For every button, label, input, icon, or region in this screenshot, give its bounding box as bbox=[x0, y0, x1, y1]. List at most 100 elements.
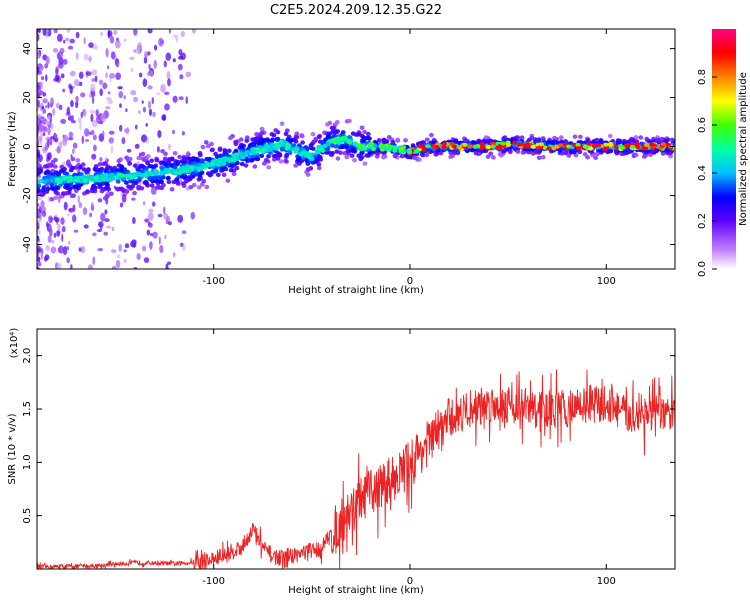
snr-x-tick-label: -100 bbox=[202, 576, 225, 587]
spectrogram-frame bbox=[36, 28, 676, 270]
spectrogram-cell bbox=[124, 180, 129, 185]
spectrogram-cell bbox=[325, 122, 330, 127]
spectrogram-cell bbox=[172, 164, 178, 170]
spectrogram-cell bbox=[183, 159, 189, 165]
spectrogram-cell bbox=[127, 156, 133, 162]
spectrogram-cell bbox=[569, 149, 575, 154]
spectrogram-cell bbox=[473, 150, 479, 156]
spectrogram-noise-cell bbox=[164, 234, 167, 239]
spectrogram-ridge-cell bbox=[245, 150, 251, 155]
spectrogram-cell bbox=[450, 153, 455, 159]
spectrogram-ridge-cell bbox=[613, 144, 619, 149]
spectrogram-noise-cell bbox=[72, 204, 76, 212]
spectrogram-cell bbox=[174, 177, 180, 182]
spectrogram-cell bbox=[140, 169, 145, 174]
spectrogram-cell bbox=[463, 137, 468, 143]
spectrogram-cell bbox=[310, 160, 316, 165]
spectrogram-noise-cell bbox=[62, 58, 68, 65]
spectrogram-ridge-cell bbox=[485, 145, 491, 150]
spectrogram-noise-cell bbox=[67, 240, 71, 245]
spectrogram-noise-cell bbox=[92, 232, 97, 237]
spectrogram-noise-cell bbox=[41, 106, 45, 110]
spectrogram-cell bbox=[132, 163, 138, 168]
spectrogram-cell bbox=[244, 135, 250, 140]
spectrogram-noise-cell bbox=[45, 56, 50, 65]
spectrogram-ridge-cell bbox=[67, 178, 73, 183]
spectrogram-ridge-cell bbox=[623, 143, 630, 148]
spectrogram-noise-cell bbox=[172, 58, 176, 63]
spectrogram-noise-cell bbox=[84, 139, 90, 142]
spectrogram-cell bbox=[300, 140, 305, 145]
snr-frame bbox=[36, 328, 676, 570]
colorbar-tick-label: 0.2 bbox=[697, 213, 708, 229]
spectrogram-noise-cell bbox=[178, 96, 184, 101]
spectrogram-noise-cell bbox=[108, 137, 115, 144]
spectrogram-noise-cell bbox=[100, 113, 107, 122]
spectrogram-noise-cell bbox=[84, 128, 90, 137]
spectrogram-cell bbox=[515, 149, 521, 154]
spectrogram-noise-cell bbox=[42, 98, 48, 104]
spectrogram-cell bbox=[663, 139, 669, 144]
spectrogram-noise-cell bbox=[190, 211, 196, 220]
spectrogram-noise-cell bbox=[157, 130, 162, 138]
spectrogram-noise-cell bbox=[50, 246, 57, 254]
spectrogram-cell bbox=[119, 165, 125, 170]
spectrogram-cell bbox=[112, 165, 118, 171]
spectrogram-noise-cell bbox=[117, 254, 121, 259]
spectrogram-noise-cell bbox=[109, 36, 115, 44]
spectrogram-noise-cell bbox=[120, 193, 123, 197]
spectrogram-cell bbox=[80, 162, 86, 167]
spectrogram-cell bbox=[104, 167, 109, 172]
spectrogram-cell bbox=[67, 186, 73, 191]
spectrogram-noise-cell bbox=[85, 71, 92, 76]
spectrogram-x-tick-label: 100 bbox=[597, 276, 616, 287]
spectrogram-noise-cell bbox=[163, 206, 166, 215]
spectrogram-noise-cell bbox=[106, 96, 112, 101]
spectrogram-ridge-cell bbox=[143, 173, 149, 178]
spectrogram-noise-cell bbox=[177, 214, 184, 223]
spectrogram-cell bbox=[42, 179, 48, 184]
spectrogram-noise-cell bbox=[75, 31, 80, 39]
spectrogram-cell bbox=[243, 163, 249, 168]
spectrogram-noise-cell bbox=[37, 124, 40, 131]
spectrogram-noise-cell bbox=[70, 264, 73, 269]
spectrogram-noise-cell bbox=[79, 122, 82, 131]
spectrogram-noise-cell bbox=[66, 106, 71, 116]
spectrogram-noise-cell bbox=[57, 33, 63, 42]
spectrogram-noise-cell bbox=[83, 224, 89, 229]
spectrogram-noise-cell bbox=[161, 114, 167, 121]
spectrogram-cell bbox=[278, 159, 284, 164]
spectrogram-cell bbox=[49, 185, 55, 191]
spectrogram-ridge-cell bbox=[425, 144, 431, 149]
spectrogram-cell bbox=[239, 161, 245, 167]
spectrogram-cell bbox=[132, 190, 137, 196]
spectrogram-cell bbox=[367, 150, 373, 156]
spectrogram-noise-cell bbox=[175, 37, 178, 43]
spectrogram-cell bbox=[310, 132, 316, 137]
spectrogram-noise-cell bbox=[123, 258, 127, 264]
spectrogram-noise-cell bbox=[138, 72, 143, 78]
spectrogram-noise-cell bbox=[91, 69, 98, 76]
spectrogram-noise-cell bbox=[119, 124, 123, 132]
spectrogram-cell bbox=[577, 149, 583, 155]
spectrogram-ridge-cell bbox=[462, 142, 468, 147]
spectrogram-cell bbox=[124, 155, 129, 160]
spectrogram-noise-cell bbox=[123, 38, 127, 42]
spectrogram-cell bbox=[149, 158, 155, 163]
spectrogram-cell bbox=[161, 183, 166, 188]
spectrogram-cell bbox=[40, 187, 46, 193]
spectrogram-cell bbox=[585, 138, 591, 143]
spectrogram-noise-cell bbox=[119, 103, 122, 108]
spectrogram-noise-cell bbox=[57, 51, 63, 59]
spectrogram-cell bbox=[607, 133, 613, 139]
spectrogram-noise-cell bbox=[37, 114, 42, 118]
spectrogram-ridge-cell bbox=[257, 145, 264, 150]
spectrogram-ridge-cell bbox=[109, 172, 115, 177]
spectrogram-noise-cell bbox=[137, 42, 143, 50]
spectrogram-noise-cell bbox=[141, 100, 144, 104]
spectrogram-noise-cell bbox=[38, 124, 45, 132]
spectrogram-noise-cell bbox=[75, 101, 79, 109]
spectrogram-ridge-cell bbox=[217, 157, 223, 162]
snr-x-axis-label: Height of straight line (km) bbox=[288, 585, 424, 596]
spectrogram-noise-cell bbox=[37, 195, 43, 201]
